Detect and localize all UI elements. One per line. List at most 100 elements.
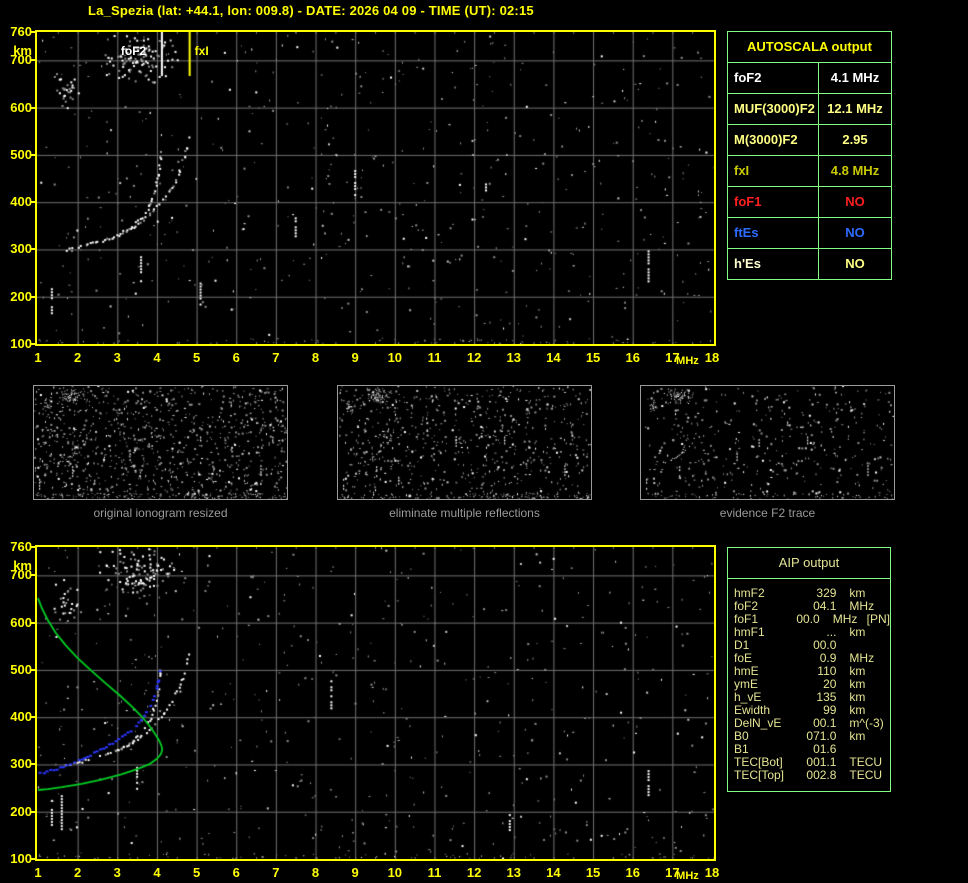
- y-axis-tick: [31, 763, 36, 766]
- aip-parameter-unit: TECU: [849, 755, 883, 769]
- y-tick-label: 300: [10, 756, 32, 772]
- y-axis-tick: [31, 810, 36, 813]
- thumbnail-evidence-f2: [640, 385, 895, 500]
- aip-row: hmE 110 km: [734, 665, 890, 678]
- y-axis-tick: [31, 574, 36, 577]
- autoscala-parameter-label: M(3000)F2: [728, 125, 819, 155]
- thumbnail-original-canvas: [34, 386, 287, 499]
- aip-row: B1 01.6: [734, 743, 890, 756]
- y-axis-tick: [31, 201, 36, 204]
- x-tick-label: 14: [546, 865, 561, 880]
- thumbnail-caption: original ionogram resized: [93, 506, 228, 520]
- aip-parameter-unit: km: [849, 703, 866, 717]
- autoscala-row: foF2 4.1 MHz: [728, 63, 891, 94]
- aip-parameter-label: foF2: [734, 600, 759, 613]
- aip-parameter-unit: MHz: [849, 599, 875, 613]
- aip-parameter-unit: TECU: [849, 768, 883, 782]
- aip-parameter-label: TEC[Bot]: [734, 756, 783, 769]
- y-axis-unit-label: km: [13, 43, 32, 58]
- aip-row: Ewidth 99 km: [734, 704, 890, 717]
- x-tick-label: 14: [546, 350, 561, 365]
- autoscala-output-table: AUTOSCALA output foF2 4.1 MHz MUF(3000)F2 1…: [727, 31, 892, 280]
- aip-row: h_vE 135 km: [734, 691, 890, 704]
- aip-parameter-value: 01.6: [813, 742, 837, 756]
- x-tick-label: 4: [153, 865, 161, 880]
- x-tick-label: 9: [351, 350, 359, 365]
- y-tick-label: 100: [10, 851, 32, 866]
- autoscala-parameter-label: h'Es: [728, 249, 819, 279]
- autoscala-row: M(3000)F2 2.95: [728, 125, 891, 156]
- x-tick-label: 3: [113, 865, 121, 880]
- aip-parameter-label: DelN_vE: [734, 717, 782, 730]
- aip-parameter-value: 001.1: [806, 755, 837, 769]
- y-axis-tick: [31, 668, 36, 671]
- x-tick-label: 1: [34, 865, 42, 880]
- aip-parameter-label: Ewidth: [734, 704, 771, 717]
- autoscala-row: fxI 4.8 MHz: [728, 156, 891, 187]
- autoscala-parameter-label: foF1: [728, 187, 819, 217]
- aip-parameter-value: 0.9: [819, 651, 837, 665]
- aip-parameter-unit: km: [849, 625, 866, 639]
- aip-parameter-value: 00.0: [796, 612, 820, 626]
- y-tick-label: 200: [10, 803, 32, 819]
- aip-parameter-value: 99: [823, 703, 837, 717]
- autoscala-parameter-value: 2.95: [842, 132, 868, 147]
- aip-parameter-label: hmE: [734, 665, 759, 678]
- aip-row: foE 0.9 MHz: [734, 652, 890, 665]
- y-axis-tick: [31, 31, 36, 33]
- x-tick-label: 6: [232, 350, 240, 365]
- y-tick-label: 200: [10, 288, 32, 304]
- x-tick-label: 2: [74, 865, 82, 880]
- aip-parameter-flag: [PN]: [866, 612, 890, 626]
- x-tick-label: 17: [665, 350, 680, 365]
- x-tick-label: 7: [272, 865, 280, 880]
- aip-parameter-value: 110: [817, 664, 837, 678]
- aip-row: ymE 20 km: [734, 678, 890, 691]
- autoscala-row: h'Es NO: [728, 249, 891, 279]
- x-axis-unit-label: MHz: [676, 870, 699, 882]
- thumbnail-eliminate-reflections: [337, 385, 592, 500]
- page-title: La_Spezia (lat: +44.1, lon: 009.8) - DAT…: [88, 3, 534, 18]
- aip-parameter-value: 20: [823, 677, 837, 691]
- y-tick-label: 760: [10, 539, 32, 554]
- x-tick-label: 16: [625, 865, 640, 880]
- aip-row: foF2 04.1 MHz: [734, 600, 890, 613]
- autoscala-row: MUF(3000)F2 12.1 MHz: [728, 94, 891, 125]
- autoscala-parameter-value: 4.1 MHz: [830, 70, 880, 85]
- aip-parameter-label: B0: [734, 730, 749, 743]
- y-axis-tick: [31, 343, 36, 345]
- aip-parameter-label: TEC[Top]: [734, 769, 785, 782]
- aip-row: hmF1... km: [734, 626, 890, 639]
- y-axis-tick: [31, 858, 36, 860]
- y-tick-label: 500: [10, 661, 32, 677]
- aip-row: hmF2 329 km: [734, 587, 890, 600]
- y-tick-label: 600: [10, 614, 32, 630]
- aip-parameter-label: foF1: [734, 613, 759, 626]
- y-tick-label: 400: [10, 709, 32, 725]
- x-tick-label: 13: [506, 350, 521, 365]
- x-tick-label: 10: [387, 350, 403, 365]
- y-axis-tick: [31, 716, 36, 719]
- y-axis-tick: [31, 295, 36, 298]
- autoscala-parameter-label: foF2: [728, 63, 819, 93]
- x-tick-label: 18: [704, 350, 720, 365]
- x-tick-label: 13: [506, 865, 521, 880]
- x-tick-label: 12: [466, 865, 482, 880]
- y-tick-label: 100: [10, 336, 32, 351]
- autoscala-parameter-label: ftEs: [728, 218, 819, 248]
- fof2-marker-label: foF2: [120, 44, 147, 58]
- aip-parameter-unit: MHz: [832, 612, 858, 626]
- x-tick-label: 3: [113, 350, 121, 365]
- autoscala-row: ftEs NO: [728, 218, 891, 249]
- y-tick-label: 700: [10, 52, 32, 68]
- aip-parameter-unit: km: [849, 729, 866, 743]
- x-tick-label: 8: [311, 865, 320, 880]
- x-tick-label: 16: [625, 350, 640, 365]
- y-tick-label: 500: [10, 146, 32, 162]
- x-tick-label: 2: [74, 350, 82, 365]
- ionogram-main-canvas: [37, 32, 714, 344]
- aip-parameter-value: 329: [816, 586, 837, 600]
- aip-parameter-label: D1: [734, 639, 750, 652]
- x-tick-label: 11: [427, 350, 442, 365]
- x-tick-label: 15: [585, 865, 601, 880]
